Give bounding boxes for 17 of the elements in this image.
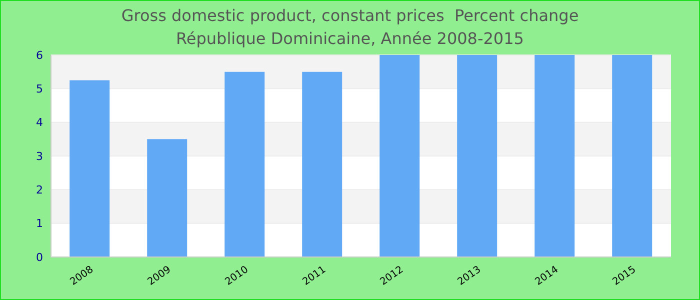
y-tick-label: 4 [36,116,43,130]
bar [612,55,652,257]
chart-title: Gross domestic product, constant prices Percent change [120,5,580,27]
y-tick-label: 6 [36,48,43,62]
bar [224,72,265,257]
y-tick-label: 5 [36,82,43,96]
bar [380,55,420,257]
bar [302,72,342,257]
y-tick-label: 2 [36,184,43,197]
y-tick-label: 1 [36,217,43,230]
y-tick-label: 0 [36,250,43,264]
bar [147,139,188,257]
bar [70,80,110,257]
y-tick-label: 3 [36,150,43,163]
chart-subtitle: République Dominicaine, Année 2008-2015 [175,28,525,50]
bar [457,55,498,257]
bar [534,55,575,257]
